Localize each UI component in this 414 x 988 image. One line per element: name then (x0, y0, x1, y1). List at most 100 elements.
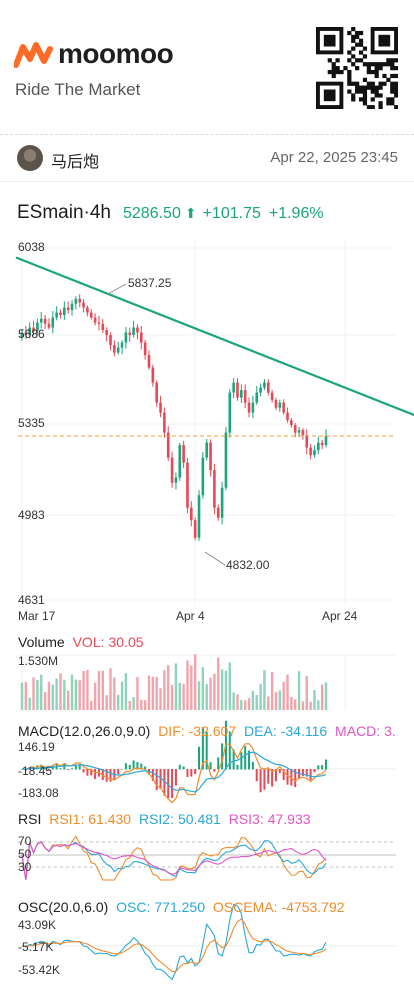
qr-module (351, 38, 356, 43)
rsi3-value: 47.933 (267, 811, 311, 827)
volume-bar (105, 695, 108, 710)
qr-module (366, 69, 371, 75)
candle (101, 323, 105, 331)
high-leader (107, 283, 127, 295)
qr-module (335, 66, 340, 71)
candle (182, 445, 185, 463)
dif-line (21, 743, 327, 804)
macd-bar (36, 765, 39, 770)
candle (128, 332, 132, 336)
volume-bar (55, 678, 58, 710)
price-change-pct: +1.96% (268, 205, 324, 222)
volume-bar (128, 700, 131, 710)
volume-bar (267, 696, 270, 710)
volume-bar (36, 680, 39, 710)
macd-bar (271, 769, 274, 787)
qr-module (390, 89, 395, 94)
volume-bar (159, 688, 162, 710)
volume-bar (259, 684, 262, 710)
qr-module (347, 89, 352, 94)
candle (324, 436, 328, 446)
volume-bar (324, 682, 328, 710)
qr-module (366, 62, 371, 67)
candle (270, 392, 274, 401)
macd-bar (201, 727, 204, 770)
candle (293, 425, 297, 433)
macd-bar (128, 764, 131, 770)
candle (109, 335, 112, 346)
low-annotation: 4832.00 (226, 558, 270, 572)
qr-module (358, 50, 364, 55)
legend-colon: : (259, 811, 264, 827)
osc-legend: OSC(20.0,6.0) OSC: 771.250 OSCEMA: -4753.7… (18, 899, 398, 917)
qr-module (358, 85, 364, 90)
macd-name: MACD (335, 723, 377, 739)
volume-bar (243, 700, 247, 710)
macd-bar (205, 731, 208, 770)
volume-bar (297, 671, 301, 710)
qr-code-icon[interactable] (316, 27, 398, 109)
qr-module (339, 69, 344, 75)
qr-finder (323, 89, 336, 102)
qr-module (378, 105, 383, 109)
candle (266, 382, 270, 393)
candle (55, 312, 58, 318)
last-price: 5286.50 (123, 205, 181, 222)
macd-bar (74, 764, 77, 770)
qr-finder (378, 34, 391, 47)
candle (59, 312, 62, 316)
legend-colon: : (376, 723, 381, 739)
qr-module (390, 85, 395, 90)
qr-module (351, 46, 356, 51)
volume-bar (278, 690, 282, 710)
trendline (15, 256, 414, 417)
qr-module (374, 73, 379, 79)
volume-bar (167, 665, 170, 710)
qr-module (378, 101, 383, 106)
qr-module (378, 81, 383, 86)
macd-bar (194, 769, 197, 775)
candle (93, 317, 97, 323)
macd-bar (63, 764, 66, 770)
candle (66, 307, 70, 311)
candle (243, 390, 247, 403)
candle (139, 332, 143, 343)
volume-bar (63, 679, 66, 710)
qr-module (378, 66, 383, 71)
macd-bar (248, 750, 251, 770)
candle (74, 298, 78, 304)
candle (24, 332, 28, 336)
qr-module (366, 105, 371, 109)
candle (213, 470, 216, 508)
tagline: Ride The Market (15, 80, 141, 99)
volume-bar (147, 675, 151, 710)
brand-name: moomoo (58, 38, 174, 69)
avatar[interactable] (17, 145, 43, 171)
qr-module (394, 105, 398, 109)
y-tick: 5686 (18, 327, 45, 341)
macd-bar (221, 743, 224, 770)
qr-module (351, 34, 356, 40)
candle (232, 382, 235, 393)
volume-bar (217, 657, 220, 710)
y-tick: 1.530M (18, 654, 59, 668)
candle (105, 330, 108, 336)
candle (228, 392, 232, 433)
osc-title: OSC(20.0,6.0) (18, 899, 109, 915)
volume-bar (24, 682, 28, 710)
candle (89, 312, 93, 318)
qr-module (362, 85, 368, 90)
username[interactable]: 马后炮 (51, 154, 100, 171)
y-tick: -183.08 (18, 786, 59, 800)
candle (282, 402, 285, 413)
volume-bar (209, 677, 212, 710)
candle (201, 457, 205, 496)
candle (32, 327, 35, 332)
volume-bar (201, 667, 205, 710)
volume-bar (28, 697, 31, 710)
volume-bar (66, 690, 70, 710)
qr-module (386, 101, 391, 106)
qr-module (362, 89, 368, 94)
y-tick: 4983 (18, 508, 45, 522)
